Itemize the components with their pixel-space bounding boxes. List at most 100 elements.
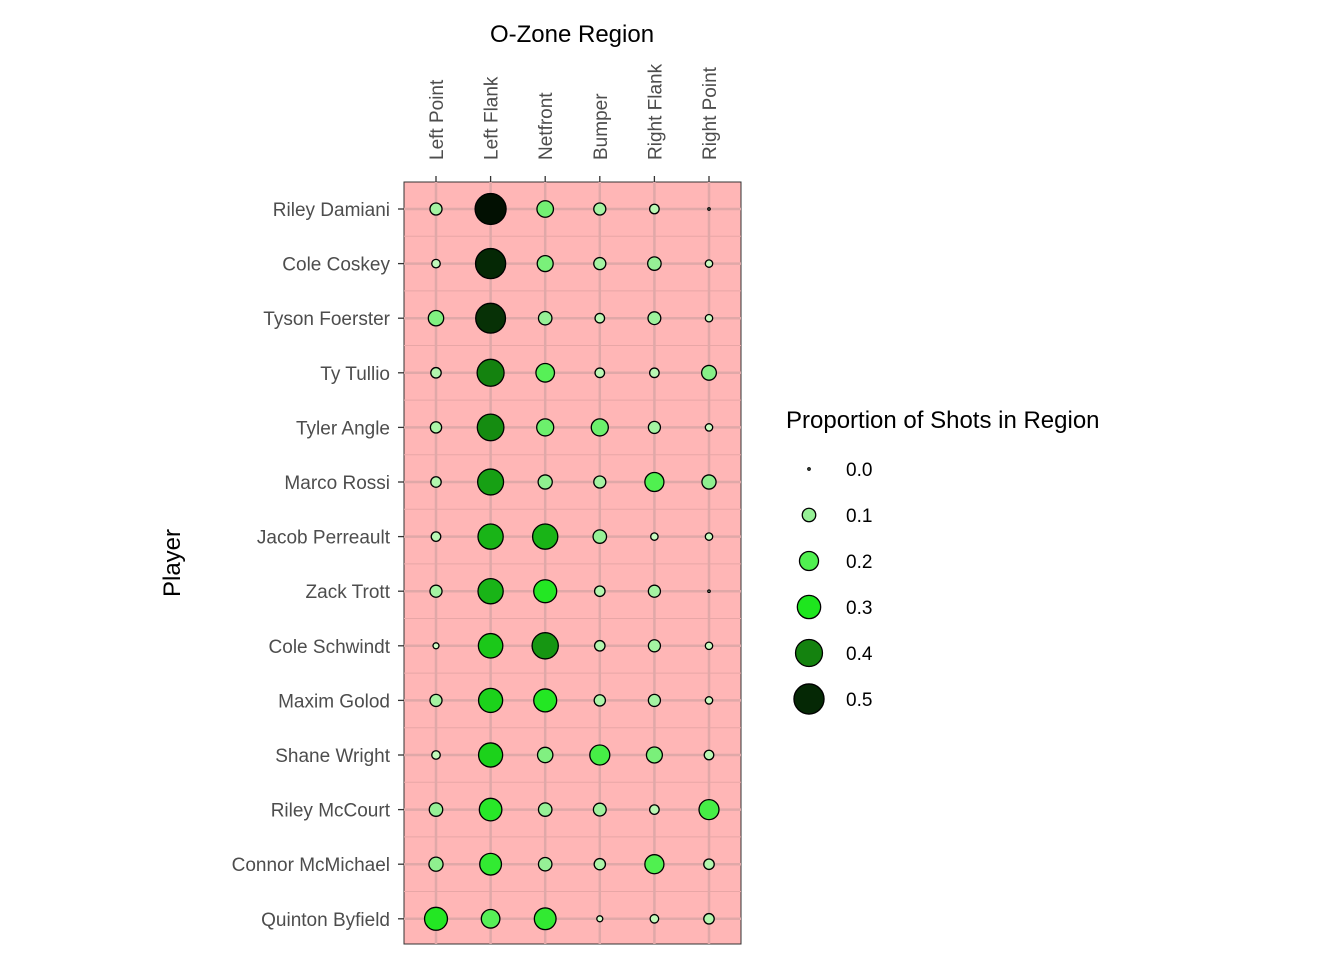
x-axis-ticks: Left Point Left Flank Netfront Bumper Right … xyxy=(427,63,721,182)
legend-label: 0.5 xyxy=(846,690,872,711)
x-tick-label: Left Point xyxy=(427,79,448,160)
y-tick-label: Marco Rossi xyxy=(284,473,390,494)
bubble-point xyxy=(475,302,507,334)
bubble-point xyxy=(648,804,660,816)
bubble-point xyxy=(704,641,714,651)
bubble-point xyxy=(650,532,659,541)
bubble-point xyxy=(647,639,662,653)
legend: 0.0 0.1 0.2 0.3 0.4 0.5 xyxy=(793,460,873,715)
bubble-point xyxy=(430,366,442,379)
bubble-point xyxy=(648,203,660,215)
bubble-point xyxy=(428,856,444,872)
x-tick-label: Right Point xyxy=(700,66,721,160)
legend-label: 0.1 xyxy=(846,506,872,527)
bubble-point xyxy=(428,802,444,817)
x-axis-title: O-Zone Region xyxy=(490,21,654,48)
bubble-point xyxy=(593,256,607,271)
bubble-point xyxy=(430,531,442,543)
bubble-point xyxy=(647,420,662,435)
bubble-point xyxy=(480,908,501,929)
y-tick-label: Riley Damiani xyxy=(273,200,390,221)
bubble-point xyxy=(531,632,559,660)
bubble-point xyxy=(593,639,606,652)
bubble-point xyxy=(644,854,665,875)
bubble-point xyxy=(647,584,662,598)
x-tick-label: Netfront xyxy=(536,92,557,160)
bubble-point xyxy=(704,696,714,705)
legend-label: 0.4 xyxy=(846,644,873,665)
bubble-point xyxy=(477,632,504,659)
bubble-point xyxy=(703,749,715,761)
legend-label: 0.3 xyxy=(846,598,872,619)
bubble-point xyxy=(432,642,440,650)
grid-major xyxy=(404,182,741,944)
bubble-point xyxy=(703,912,715,925)
y-tick-label: Riley McCourt xyxy=(271,801,391,822)
legend-key xyxy=(801,507,817,523)
y-tick-label: Shane Wright xyxy=(275,746,390,767)
bubble-point xyxy=(476,413,505,442)
y-tick-label: Ty Tullio xyxy=(320,364,390,385)
bubble-point xyxy=(701,474,717,490)
bubble-point xyxy=(647,311,662,326)
bubble-point xyxy=(700,364,718,381)
grid-minor xyxy=(404,235,741,892)
bubble-point xyxy=(533,907,557,931)
bubble-point xyxy=(590,418,609,437)
y-tick-label: Cole Coskey xyxy=(282,255,390,276)
bubble-point xyxy=(596,915,604,923)
legend-label: 0.0 xyxy=(846,460,872,481)
legend-label: 0.2 xyxy=(846,552,872,573)
bubble-point xyxy=(430,476,442,488)
bubble-point xyxy=(648,367,660,379)
y-axis-title: Player xyxy=(159,529,186,597)
legend-key xyxy=(793,683,825,715)
bubble-point xyxy=(535,362,556,383)
bubble-point xyxy=(593,694,607,707)
bubble-point xyxy=(594,367,606,379)
bubble-point xyxy=(647,256,662,271)
bubble-point xyxy=(536,746,554,764)
bubble-point xyxy=(477,742,504,768)
bubble-point xyxy=(429,584,443,598)
bubbles xyxy=(423,192,720,931)
bubble-point xyxy=(537,310,553,326)
bubble-point xyxy=(533,579,558,604)
bubble-point xyxy=(703,858,715,871)
bubble-point xyxy=(647,693,662,708)
bubble-point xyxy=(429,421,443,434)
bubble-point xyxy=(707,207,711,211)
x-tick-label: Right Flank xyxy=(645,63,666,160)
bubble-point xyxy=(533,688,558,713)
bubble-point xyxy=(704,532,714,541)
legend-key xyxy=(794,638,824,668)
bubble-point xyxy=(477,523,504,550)
legend-key xyxy=(798,550,820,572)
bubble-point xyxy=(537,856,553,872)
bubble-point xyxy=(423,906,449,931)
bubble-point xyxy=(537,474,553,490)
bubble-point xyxy=(593,475,607,489)
bubble-point xyxy=(478,797,503,822)
legend-key xyxy=(796,594,822,620)
bubble-point xyxy=(427,309,445,327)
bubble-point xyxy=(536,200,555,218)
bubble-point xyxy=(644,471,665,493)
bubble-point xyxy=(704,313,714,323)
x-tick-label: Left Flank xyxy=(482,76,503,160)
legend-key xyxy=(807,467,811,471)
y-tick-label: Connor McMichael xyxy=(232,855,390,876)
x-tick-label: Bumper xyxy=(591,93,612,160)
y-tick-label: Tyson Foerster xyxy=(263,309,390,330)
y-tick-label: Maxim Golod xyxy=(278,691,390,712)
y-tick-label: Cole Schwindt xyxy=(269,637,391,658)
bubble-point xyxy=(431,258,441,269)
bubble-point xyxy=(429,693,443,708)
bubble-point xyxy=(476,468,505,496)
bubble-point xyxy=(537,802,553,817)
bubble-point xyxy=(536,254,554,273)
y-tick-label: Zack Trott xyxy=(306,582,391,603)
bubble-point xyxy=(477,687,504,714)
plot-panel xyxy=(403,181,742,945)
